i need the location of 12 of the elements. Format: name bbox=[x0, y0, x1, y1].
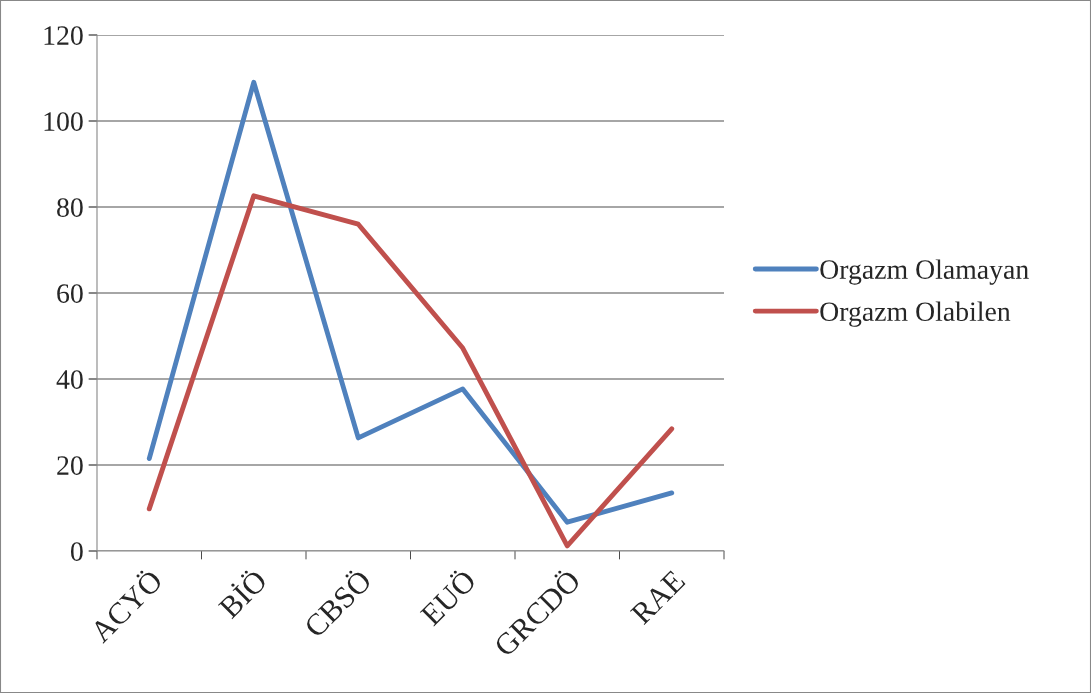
y-tick-label: 40 bbox=[56, 370, 83, 389]
x-tick-label: BİÖ bbox=[214, 565, 269, 620]
y-tick-label: 20 bbox=[57, 456, 83, 475]
legend-label: Orgazm Olamayan bbox=[820, 259, 1029, 285]
y-tick-label: 120 bbox=[44, 26, 83, 45]
y-tick-label: 60 bbox=[57, 284, 83, 303]
y-tick-label: 100 bbox=[44, 112, 83, 131]
legend-label: Orgazm Olabilen bbox=[820, 301, 1011, 327]
line-series bbox=[146, 193, 675, 549]
y-tick-label: 80 bbox=[57, 198, 83, 217]
y-tick-label: 0 bbox=[70, 542, 83, 561]
line-series bbox=[146, 79, 675, 525]
